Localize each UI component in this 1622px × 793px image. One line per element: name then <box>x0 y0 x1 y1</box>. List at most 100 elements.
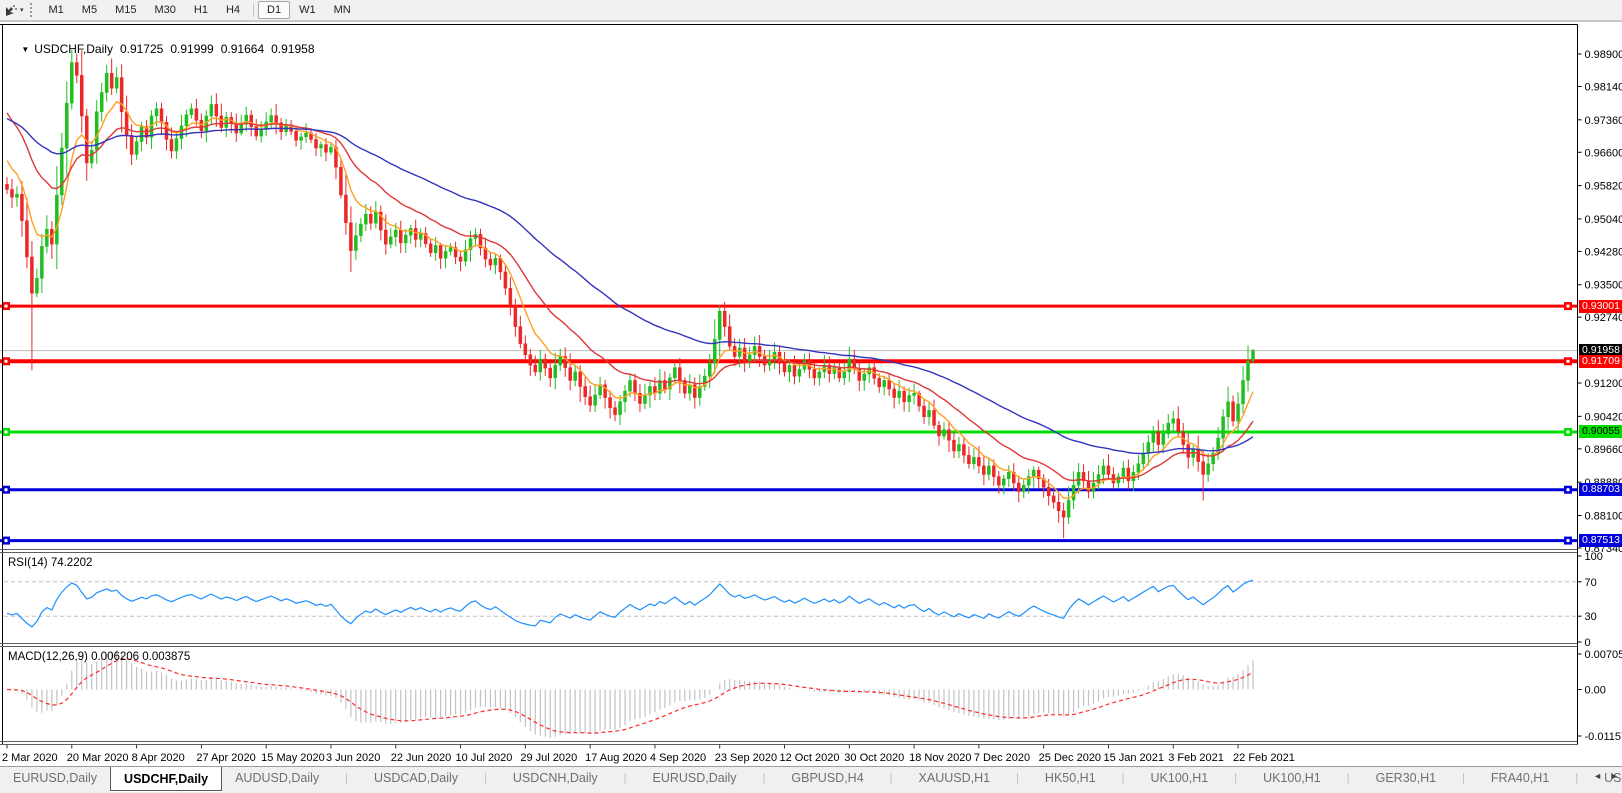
toolbar-separator <box>253 3 255 17</box>
symbol-tab-audusd-daily[interactable]: AUDUSD,Daily | <box>235 770 348 785</box>
current-price-badge: 0.91958 <box>1579 344 1622 358</box>
ma-slow-line <box>6 117 1254 455</box>
chevron-down-icon[interactable]: ▾ <box>20 7 24 14</box>
symbol-tab-gbpusd-h4[interactable]: GBPUSD,H4 | <box>791 770 893 785</box>
tab-divider: | <box>1016 771 1019 784</box>
date-axis-label: 15 May 2020 <box>261 752 325 764</box>
axis-tick-label: 30 <box>1585 611 1597 623</box>
date-axis-label: 7 Dec 2020 <box>974 752 1030 764</box>
symbol-tab-usdcad-daily[interactable]: USDCAD,Daily | <box>374 770 487 785</box>
timeframe-button-mn[interactable]: MN <box>333 4 351 16</box>
line-handle-dot <box>1566 304 1570 308</box>
ohlc-open: 0.91725 <box>119 42 164 56</box>
date-axis-label: 17 Aug 2020 <box>585 752 647 764</box>
tab-scroll-right-icon[interactable]: ► <box>1610 771 1619 781</box>
date-axis-label: 8 Apr 2020 <box>132 752 185 764</box>
axis-tick-label: -0.011573 <box>1585 731 1622 743</box>
symbol-tab-xauusd-h1[interactable]: XAUUSD,H1 | <box>918 770 1019 785</box>
axis-tick-label: 0.007053 <box>1585 649 1622 661</box>
tab-divider: | <box>1121 771 1125 784</box>
macd-signal-line <box>6 658 1254 734</box>
timeframe-button-m5[interactable]: M5 <box>81 4 98 16</box>
ma-medium-line <box>6 112 1254 482</box>
date-axis-label: 20 Mar 2020 <box>67 752 129 764</box>
axis-tick-label: 0.00 <box>1585 685 1606 697</box>
date-axis-label: 22 Jun 2020 <box>391 752 452 764</box>
chart-symbol-label: USDCHF,Daily <box>34 42 113 56</box>
date-axis-label: 29 Jul 2020 <box>520 752 577 764</box>
date-axis-label: 10 Jul 2020 <box>456 752 513 764</box>
timeframe-button-m15[interactable]: M15 <box>115 4 137 16</box>
level-price-badge: 0.87513 <box>1579 534 1622 548</box>
date-axis-label: 4 Sep 2020 <box>650 752 706 764</box>
timeframe-button-m30[interactable]: M30 <box>154 4 176 16</box>
line-handle-dot <box>4 304 8 308</box>
ohlc-low: 0.91664 <box>220 42 265 56</box>
symbol-tab-uk100-h1[interactable]: UK100,H1 | <box>1150 770 1238 785</box>
symbol-tab-usoil-daily[interactable]: USOil,Daily| <box>1604 770 1622 785</box>
date-axis-label: 27 Apr 2020 <box>196 752 255 764</box>
symbol-tab-eurusd-daily[interactable]: EURUSD,Daily <box>13 770 98 785</box>
symbol-tab-usdchf-daily[interactable]: USDCHF,Daily <box>110 767 223 791</box>
rsi-indicator-label: RSI(14) 74.2202 <box>8 557 93 569</box>
date-axis-label: 30 Oct 2020 <box>844 752 904 764</box>
date-axis-label: 3 Jun 2020 <box>326 752 380 764</box>
axis-tick-label: 0.91200 <box>1585 378 1622 390</box>
candlestick-series <box>5 49 1255 539</box>
date-axis-label: 2 Mar 2020 <box>2 752 58 764</box>
ohlc-close: 0.91958 <box>271 42 315 56</box>
axis-tick-label: 0.95820 <box>1585 181 1622 193</box>
axis-tick-label: 0.89660 <box>1585 444 1622 456</box>
symbol-tab-ger30-h1[interactable]: GER30,H1 | <box>1375 770 1465 785</box>
tab-divider: | <box>1462 771 1465 784</box>
line-handle-dot <box>4 430 8 434</box>
symbol-tab-hk50-h1[interactable]: HK50,H1 | <box>1044 770 1125 785</box>
timeframe-button-d1[interactable]: D1 <box>258 1 291 19</box>
collapse-chart-icon[interactable]: ▼ <box>21 45 30 54</box>
ma-fast-line <box>6 100 1254 500</box>
date-axis-label: 18 Nov 2020 <box>909 752 971 764</box>
tab-divider: | <box>1234 771 1238 784</box>
axis-tick-label: 0.92740 <box>1585 312 1622 324</box>
tab-scroll-left-icon[interactable]: ◄ <box>1593 771 1603 781</box>
chart-title: ▼ USDCHF,Daily 0.91725 0.91999 0.91664 0.9195… <box>8 28 315 70</box>
date-axis-label: 22 Feb 2021 <box>1233 752 1295 764</box>
level-price-badge: 0.88703 <box>1579 483 1622 497</box>
macd-indicator-label: MACD(12,26,9) 0.006206 0.003875 <box>8 651 191 663</box>
level-price-badge: 0.93001 <box>1579 299 1622 313</box>
level-price-badge: 0.91709 <box>1579 354 1622 368</box>
symbol-tab-fra40-h1[interactable]: FRA40,H1 | <box>1490 770 1579 785</box>
date-axis-label: 12 Oct 2020 <box>780 752 840 764</box>
timeframe-button-w1[interactable]: W1 <box>299 4 316 16</box>
line-handle-dot <box>1566 539 1570 543</box>
tab-divider: | <box>1346 771 1350 784</box>
tab-divider: | <box>345 771 348 784</box>
line-handle-dot <box>1566 488 1570 492</box>
axis-tick-label: 70 <box>1585 577 1597 589</box>
tab-divider: | <box>484 771 487 784</box>
date-axis-label: 3 Feb 2021 <box>1168 752 1224 764</box>
timeframe-button-m1[interactable]: M1 <box>48 4 64 16</box>
timeframe-button-h4[interactable]: H4 <box>225 4 241 16</box>
cursor-arrow-icon <box>6 4 17 16</box>
symbol-tab-bar: EURUSD,Daily USDCHF,Daily AUDUSD,Daily | USD… <box>0 766 1622 793</box>
toolbar-grip-handle[interactable] <box>29 3 35 17</box>
symbol-tab-eurusd-daily[interactable]: EURUSD,Daily | <box>652 770 766 785</box>
timeframe-button-h1[interactable]: H1 <box>193 4 208 16</box>
ohlc-high: 0.91999 <box>170 42 214 56</box>
cursor-tool-button[interactable]: ▾ <box>0 0 28 20</box>
axis-tick-label: 0.94280 <box>1585 246 1622 258</box>
axis-tick-label: 0 <box>1585 637 1591 649</box>
symbol-tab-usdcnh-daily[interactable]: USDCNH,Daily | <box>512 770 627 785</box>
axis-tick-label: 0.96600 <box>1585 147 1622 159</box>
tab-scroll-buttons: ◄ ► <box>1593 771 1619 781</box>
axis-tick-label: 0.95040 <box>1585 214 1622 226</box>
axis-tick-label: 0.97360 <box>1585 115 1622 127</box>
timeframe-toolbar: ▾ M1 M5 M15 M30 H1 H4 D1 W1 MN <box>0 0 1622 22</box>
tab-divider: | <box>762 771 766 784</box>
axis-tick-label: 0.90420 <box>1585 411 1622 423</box>
axis-tick-label: 0.98140 <box>1585 81 1622 93</box>
line-handle-dot <box>4 488 8 492</box>
symbol-tab-uk100-h1[interactable]: UK100,H1 | <box>1263 770 1350 785</box>
